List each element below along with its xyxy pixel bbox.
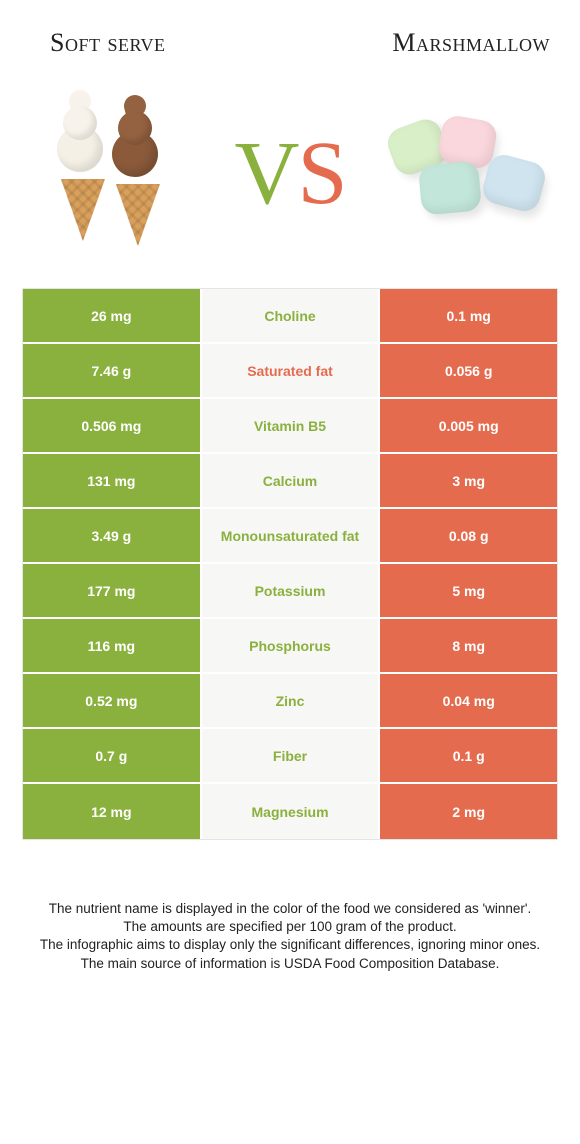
right-value: 3 mg <box>380 454 557 507</box>
nutrient-label: Saturated fat <box>202 344 381 397</box>
table-row: 7.46 gSaturated fat0.056 g <box>23 344 557 399</box>
right-value: 5 mg <box>380 564 557 617</box>
table-row: 3.49 gMonounsaturated fat0.08 g <box>23 509 557 564</box>
right-value: 0.04 mg <box>380 674 557 727</box>
right-value: 0.1 mg <box>380 289 557 342</box>
nutrient-label: Vitamin B5 <box>202 399 381 452</box>
right-value: 0.08 g <box>380 509 557 562</box>
vs-s: S <box>297 124 345 223</box>
nutrient-label: Choline <box>202 289 381 342</box>
right-value: 2 mg <box>380 784 557 839</box>
right-value: 0.005 mg <box>380 399 557 452</box>
left-value: 116 mg <box>23 619 202 672</box>
right-value: 0.1 g <box>380 729 557 782</box>
left-value: 26 mg <box>23 289 202 342</box>
left-value: 0.52 mg <box>23 674 202 727</box>
left-value: 177 mg <box>23 564 202 617</box>
left-value: 12 mg <box>23 784 202 839</box>
vs-label: VS <box>234 122 345 225</box>
nutrient-label: Fiber <box>202 729 381 782</box>
left-value: 0.7 g <box>23 729 202 782</box>
nutrient-label: Zinc <box>202 674 381 727</box>
nutrient-label: Potassium <box>202 564 381 617</box>
table-row: 0.506 mgVitamin B50.005 mg <box>23 399 557 454</box>
footer-notes: The nutrient name is displayed in the co… <box>30 900 550 973</box>
soft-serve-image <box>25 88 195 258</box>
title-right: Marshmallow <box>392 28 550 58</box>
images-row: VS <box>0 68 580 288</box>
table-row: 0.7 gFiber0.1 g <box>23 729 557 784</box>
header: Soft serve Marshmallow <box>0 0 580 68</box>
table-row: 177 mgPotassium5 mg <box>23 564 557 619</box>
table-row: 12 mgMagnesium2 mg <box>23 784 557 839</box>
footer-line: The amounts are specified per 100 gram o… <box>30 918 550 936</box>
nutrient-label: Monounsaturated fat <box>202 509 381 562</box>
table-row: 0.52 mgZinc0.04 mg <box>23 674 557 729</box>
left-value: 7.46 g <box>23 344 202 397</box>
vs-v: V <box>234 124 297 223</box>
nutrient-label: Calcium <box>202 454 381 507</box>
title-left: Soft serve <box>50 28 166 58</box>
left-value: 3.49 g <box>23 509 202 562</box>
nutrient-label: Phosphorus <box>202 619 381 672</box>
table-row: 116 mgPhosphorus8 mg <box>23 619 557 674</box>
nutrient-label: Magnesium <box>202 784 381 839</box>
table-row: 26 mgCholine0.1 mg <box>23 289 557 344</box>
table-row: 131 mgCalcium3 mg <box>23 454 557 509</box>
footer-line: The nutrient name is displayed in the co… <box>30 900 550 918</box>
right-value: 8 mg <box>380 619 557 672</box>
nutrient-table: 26 mgCholine0.1 mg7.46 gSaturated fat0.0… <box>22 288 558 840</box>
footer-line: The infographic aims to display only the… <box>30 936 550 954</box>
marshmallow-image <box>385 88 555 258</box>
footer-line: The main source of information is USDA F… <box>30 955 550 973</box>
left-value: 131 mg <box>23 454 202 507</box>
left-value: 0.506 mg <box>23 399 202 452</box>
right-value: 0.056 g <box>380 344 557 397</box>
